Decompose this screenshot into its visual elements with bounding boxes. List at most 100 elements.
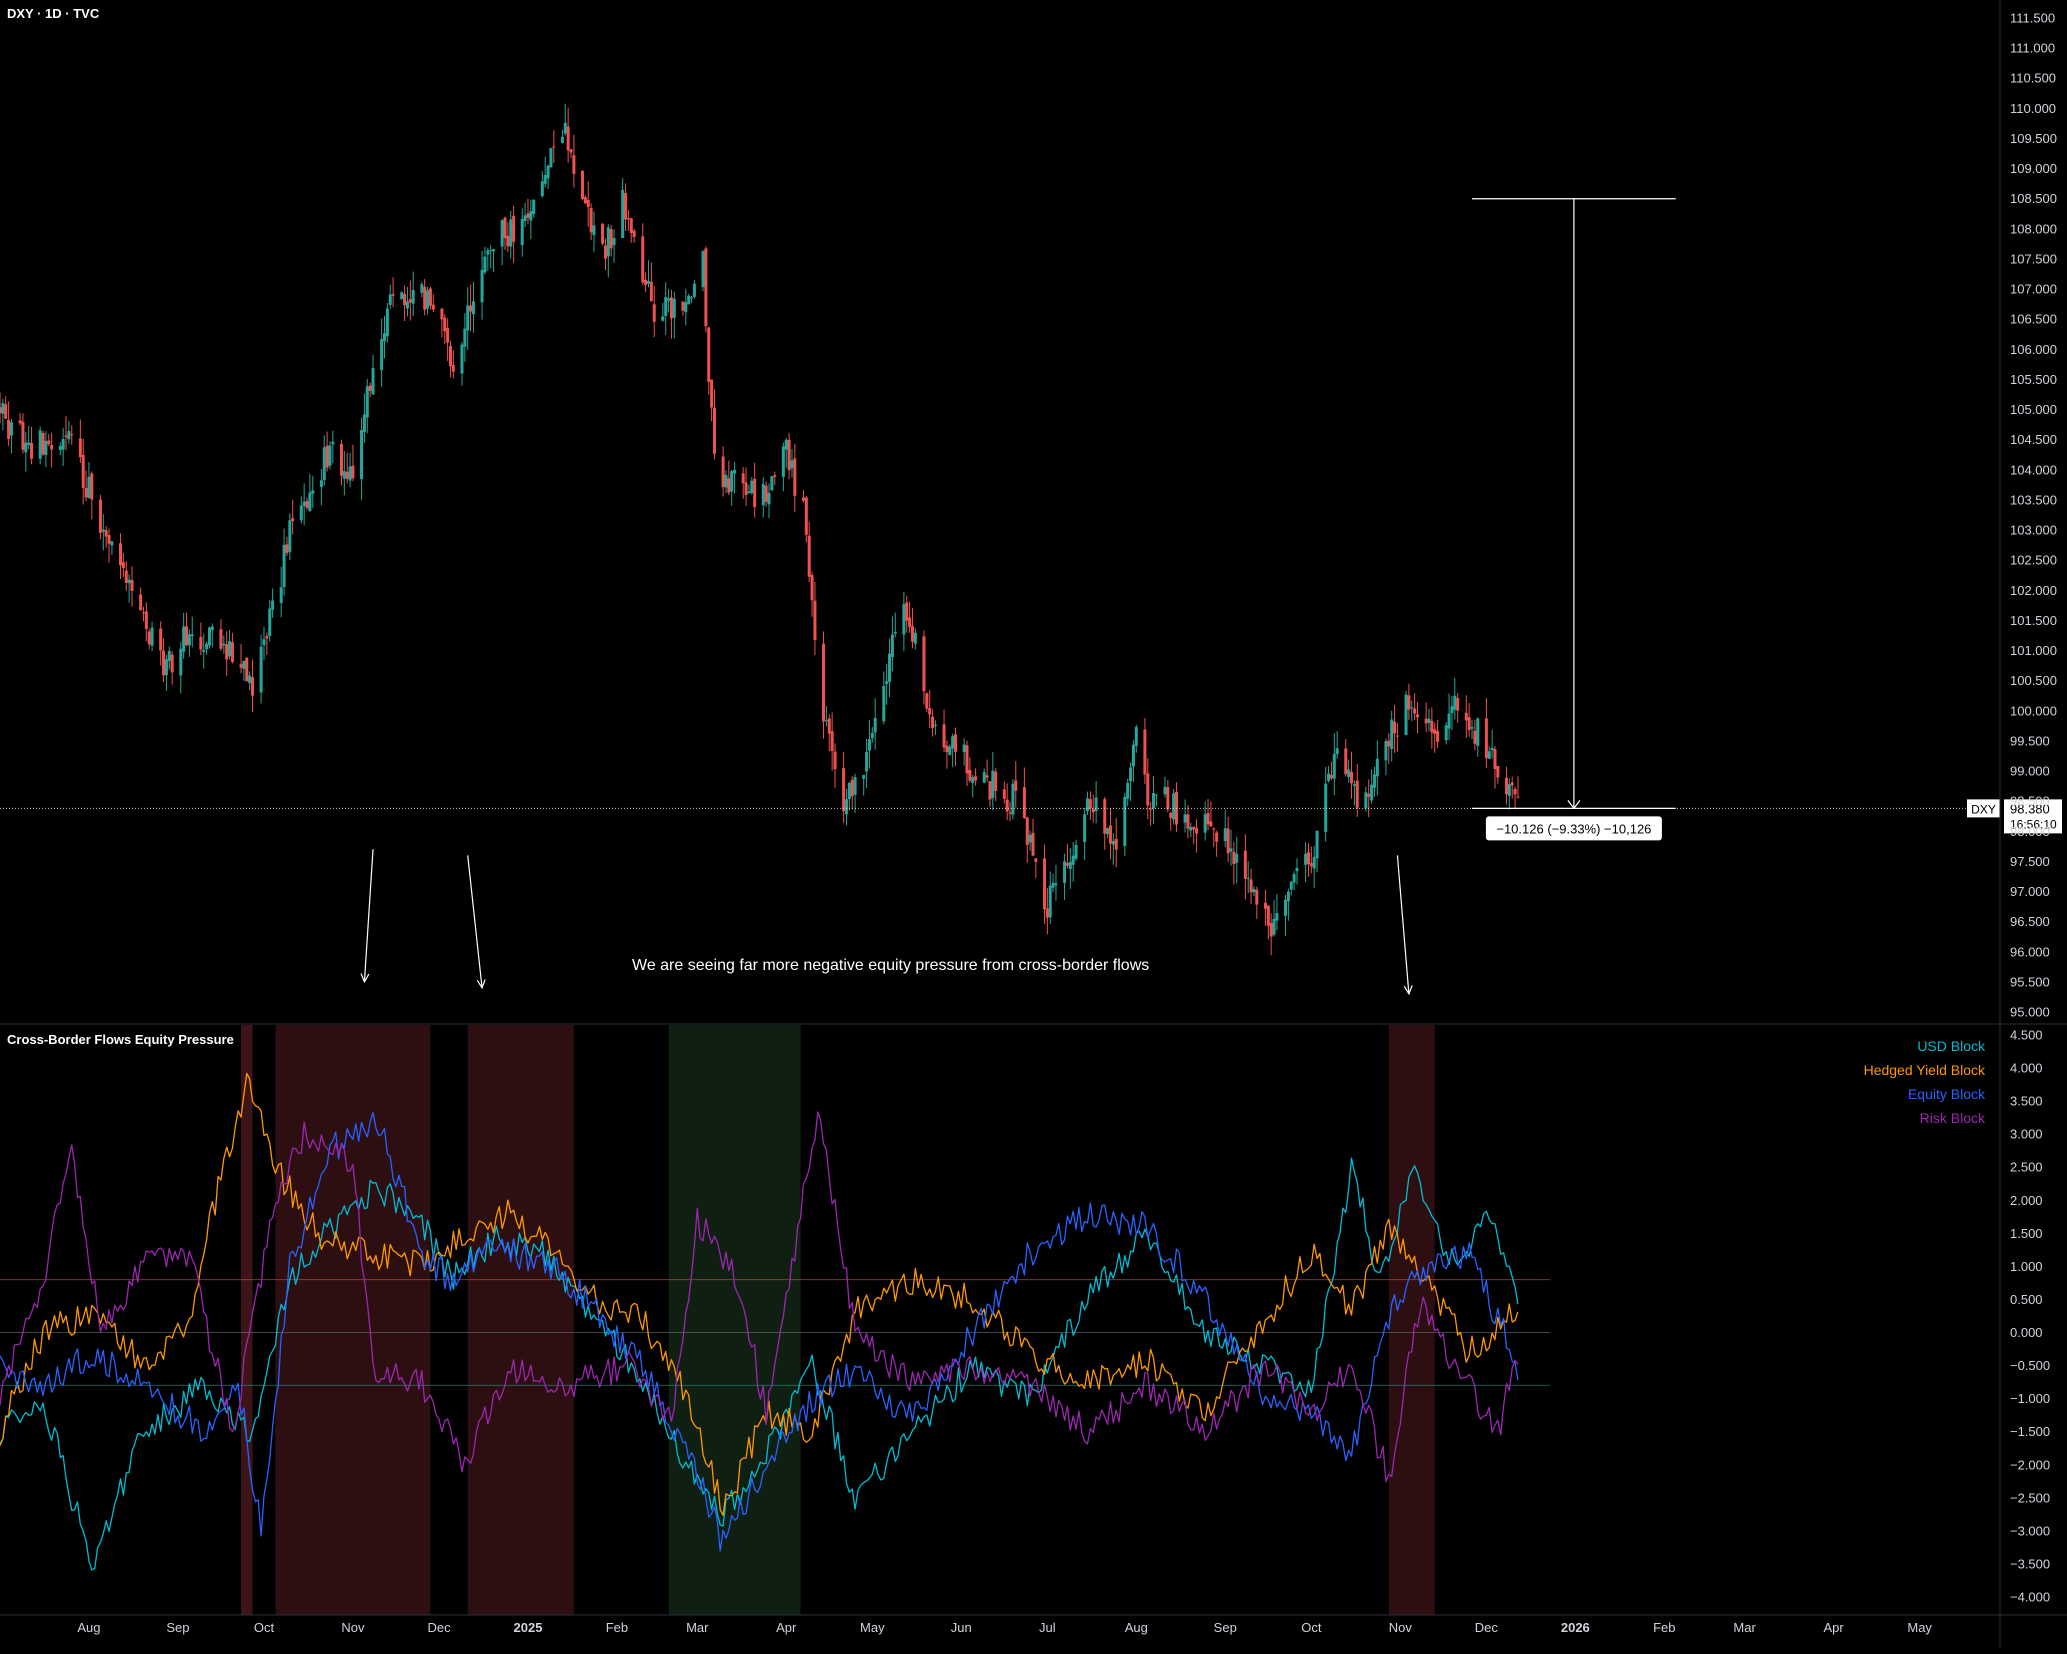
candle [319, 469, 323, 506]
candle [61, 427, 65, 467]
candle [210, 623, 214, 648]
candle [1048, 871, 1052, 924]
candle [408, 280, 412, 321]
price-range-measure[interactable]: −10.126 (−9.33%) −10,126 [1472, 198, 1676, 841]
candle [526, 198, 530, 225]
legend-entry[interactable]: Risk Block [1920, 1110, 1986, 1126]
candle [18, 413, 22, 426]
candle [7, 401, 11, 446]
series-line-usd-block [0, 1157, 1519, 1571]
indicator-tick-label: 0.500 [2010, 1292, 2043, 1307]
candle [1450, 695, 1454, 731]
candle [572, 134, 576, 188]
candle [1370, 769, 1374, 804]
candle [150, 621, 154, 652]
candle [271, 588, 275, 618]
candle [1263, 889, 1267, 926]
time-tick-label: Dec [427, 1620, 451, 1635]
candle [1243, 834, 1247, 900]
candle [1347, 759, 1351, 783]
candle [185, 612, 189, 647]
candle [130, 566, 134, 607]
candle [1372, 766, 1376, 797]
candle [147, 628, 151, 650]
candle [646, 260, 650, 288]
candle [1146, 758, 1150, 820]
candle [922, 630, 926, 705]
candle [1470, 719, 1474, 740]
candle [1063, 853, 1067, 901]
indicator-tick-label: −4.000 [2010, 1590, 2050, 1605]
candle [259, 634, 263, 704]
candle [1005, 783, 1009, 820]
candle [1352, 779, 1356, 806]
candle [9, 418, 13, 454]
shaded-region [241, 1025, 253, 1615]
candle [962, 738, 966, 766]
annotation-arrow[interactable] [1396, 855, 1413, 996]
candle [1054, 864, 1058, 901]
candle [90, 471, 94, 520]
candle [1413, 693, 1417, 721]
price-tick-label: 109.500 [2010, 131, 2057, 146]
legend-entry[interactable]: Hedged Yield Block [1864, 1062, 1986, 1078]
candle [712, 389, 716, 460]
indicator-tick-label: 3.500 [2010, 1094, 2043, 1109]
candle [308, 473, 312, 513]
candle [1249, 868, 1253, 904]
measure-label: −10.126 (−9.33%) −10,126 [1496, 821, 1651, 836]
candle [563, 103, 567, 136]
candle [862, 774, 866, 796]
candle [690, 296, 694, 304]
candle [1269, 913, 1273, 956]
legend-entry[interactable]: Equity Block [1908, 1086, 1986, 1102]
candle [1493, 746, 1497, 789]
price-tick-label: 97.500 [2010, 854, 2050, 869]
candle [1324, 766, 1328, 842]
candle [440, 307, 444, 338]
candle [242, 660, 246, 681]
candle [1453, 677, 1457, 720]
candle [380, 318, 384, 387]
candle [933, 720, 937, 735]
candle [710, 379, 714, 422]
candle [449, 340, 453, 378]
candle [268, 599, 272, 642]
annotation-arrow[interactable] [467, 855, 486, 990]
candle [199, 622, 203, 656]
candle [865, 738, 869, 789]
candle [202, 633, 206, 669]
candle [428, 286, 432, 310]
candle [867, 719, 871, 769]
candle [463, 313, 467, 362]
candle [928, 689, 932, 729]
legend-entry[interactable]: USD Block [1917, 1038, 1986, 1054]
candle [248, 671, 252, 691]
candle [844, 788, 848, 826]
symbol-tag-label: DXY [1971, 802, 1996, 816]
candle [701, 250, 705, 292]
candle [339, 439, 343, 486]
time-tick-label: 2026 [1561, 1620, 1590, 1635]
candle [1387, 733, 1391, 764]
candle [1126, 778, 1130, 807]
candle [649, 262, 653, 302]
candle [58, 442, 62, 456]
series-line-hedged-yield-block [0, 1072, 1519, 1516]
candle [4, 396, 8, 419]
candle [30, 426, 34, 465]
candle [942, 709, 946, 753]
candle [540, 171, 544, 198]
candle [1186, 805, 1190, 839]
candle [1031, 818, 1035, 857]
candle [621, 178, 625, 239]
annotation-arrow[interactable] [360, 849, 374, 984]
candle [1235, 836, 1239, 884]
candle [733, 461, 737, 494]
indicator-tick-label: −3.500 [2010, 1556, 2050, 1571]
candle [342, 451, 346, 496]
candle [624, 183, 628, 232]
candle [626, 209, 630, 231]
